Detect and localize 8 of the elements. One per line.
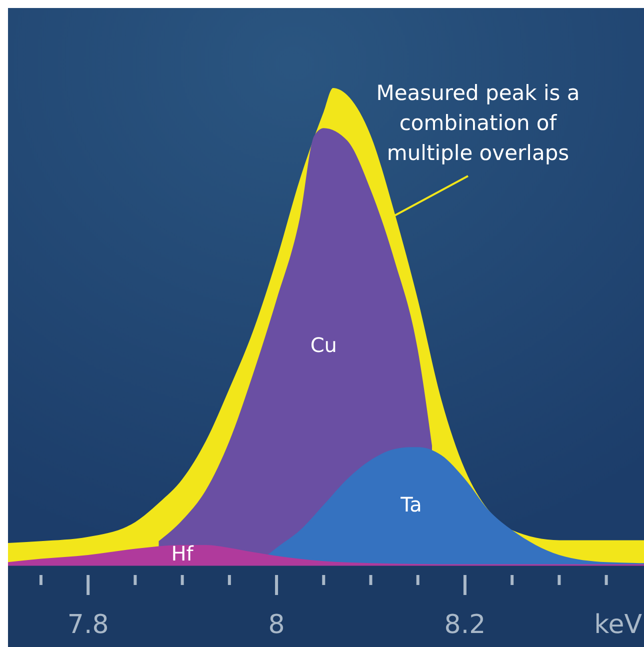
x-tick-label: 8.2 <box>444 610 486 640</box>
series-label: Hf <box>171 541 194 566</box>
x-tick-label: 8 <box>268 610 285 640</box>
annotation: Measured peak is a combination of multiple overlaps <box>376 81 580 165</box>
series-label: Cu <box>310 333 337 358</box>
x-axis-title: keV <box>594 610 642 640</box>
x-tick-label: 7.8 <box>67 610 109 640</box>
series-label: Ta <box>400 492 422 517</box>
